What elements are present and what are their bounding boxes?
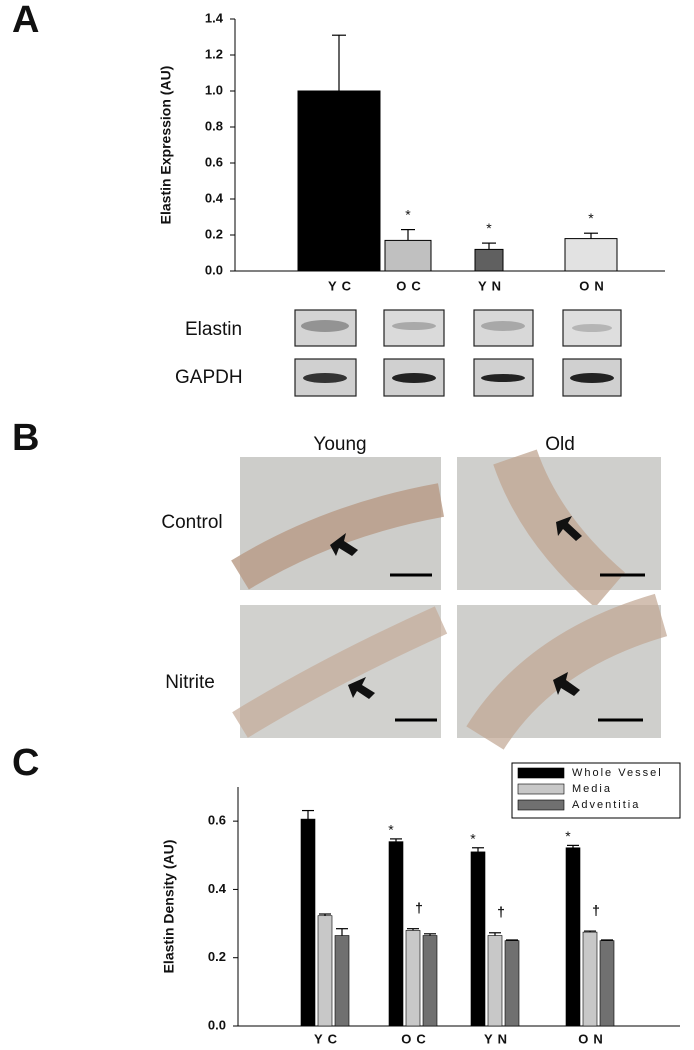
bar [582, 931, 598, 1027]
row-label: Nitrite [165, 672, 215, 693]
x-tick-label: OC [396, 278, 426, 293]
column-label: Old [545, 434, 575, 455]
significance-marker: * [486, 220, 492, 236]
legend-swatch [517, 767, 565, 779]
y-tick-label: 0.4 [205, 190, 224, 205]
significance-marker: † [415, 899, 423, 915]
micrograph-images [231, 449, 668, 750]
y-axis-label: Elastin Expression (AU) [158, 66, 174, 225]
bar [504, 940, 520, 1027]
y-tick-label: 0.6 [205, 154, 223, 169]
legend-label: Media [572, 783, 612, 795]
significance-marker: * [388, 822, 394, 838]
y-tick-label: 0.6 [208, 813, 226, 828]
column-label: Young [313, 434, 366, 455]
y-axis-label: Elastin Density (AU) [161, 840, 177, 974]
legend-label: Adventitia [572, 799, 640, 811]
panel-label: A [12, 0, 39, 41]
x-tick-label: YC [314, 1031, 342, 1046]
x-tick-label: YN [478, 278, 506, 293]
bar [564, 238, 618, 272]
bar [384, 239, 432, 272]
bar [422, 935, 438, 1027]
panel-label: B [12, 417, 39, 459]
bar [317, 915, 333, 1027]
legend-label: Whole Vessel [572, 767, 663, 779]
bar [487, 935, 503, 1027]
significance-marker: † [497, 903, 505, 919]
y-tick-label: 0.2 [205, 226, 223, 241]
y-tick-label: 0.4 [208, 881, 227, 896]
bar [300, 818, 316, 1027]
significance-marker: * [405, 206, 411, 222]
blot-label: Elastin [185, 319, 242, 340]
y-tick-label: 1.4 [205, 10, 224, 25]
legend-swatch [517, 799, 565, 811]
y-tick-label: 0.2 [208, 949, 226, 964]
bar [297, 90, 381, 272]
panel-label: C [12, 742, 39, 784]
bar [388, 841, 404, 1027]
bar [565, 847, 581, 1027]
x-tick-label: OC [401, 1031, 431, 1046]
y-tick-label: 0.0 [205, 262, 223, 277]
y-tick-label: 1.0 [205, 82, 223, 97]
blot-images [294, 309, 622, 397]
legend-swatch [517, 783, 565, 795]
significance-marker: * [470, 830, 476, 846]
x-tick-label: YN [484, 1031, 512, 1046]
y-tick-label: 0.8 [205, 118, 223, 133]
bar [474, 248, 504, 272]
significance-marker: * [565, 828, 571, 844]
x-tick-label: ON [579, 278, 609, 293]
y-tick-label: 0.0 [208, 1017, 226, 1032]
significance-marker: * [588, 210, 594, 226]
x-tick-label: ON [578, 1031, 608, 1046]
bar [334, 935, 350, 1027]
bar [470, 851, 486, 1027]
y-tick-label: 1.2 [205, 46, 223, 61]
significance-marker: † [592, 902, 600, 918]
blot-label: GAPDH [175, 367, 243, 388]
bar [599, 940, 615, 1027]
bar [405, 930, 421, 1027]
row-label: Control [161, 512, 222, 533]
x-tick-label: YC [328, 278, 356, 293]
